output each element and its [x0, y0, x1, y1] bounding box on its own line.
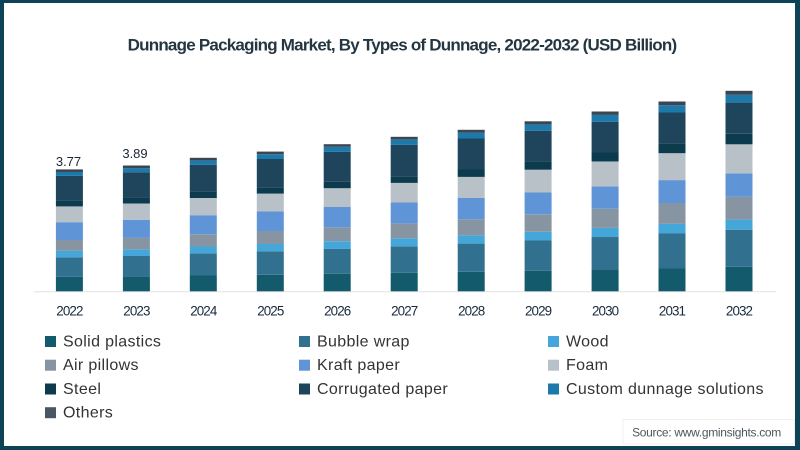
svg-text:Steel: Steel [63, 381, 101, 398]
svg-text:2022: 2022 [56, 304, 83, 319]
svg-text:2030: 2030 [592, 304, 619, 319]
svg-text:3.77: 3.77 [56, 154, 81, 169]
svg-text:Foam: Foam [566, 357, 608, 374]
svg-text:2023: 2023 [123, 304, 150, 319]
svg-text:Dunnage Packaging Market, By T: Dunnage Packaging Market, By Types of Du… [128, 36, 677, 55]
svg-text:Others: Others [63, 405, 113, 422]
svg-text:2031: 2031 [659, 304, 686, 319]
svg-text:Corrugated paper: Corrugated paper [317, 381, 448, 398]
svg-text:3.89: 3.89 [122, 146, 147, 161]
svg-text:Source: www.gminsights.com: Source: www.gminsights.com [632, 426, 781, 440]
svg-text:2025: 2025 [257, 304, 284, 319]
svg-text:Solid plastics: Solid plastics [63, 334, 161, 351]
svg-text:2027: 2027 [391, 304, 418, 319]
svg-text:Bubble wrap: Bubble wrap [317, 334, 410, 351]
svg-text:2024: 2024 [190, 304, 218, 319]
svg-text:2026: 2026 [324, 304, 351, 319]
svg-text:Wood: Wood [566, 334, 609, 351]
svg-text:2029: 2029 [525, 304, 552, 319]
svg-text:Custom dunnage solutions: Custom dunnage solutions [566, 381, 764, 398]
svg-text:2032: 2032 [726, 304, 753, 319]
svg-text:2028: 2028 [458, 304, 485, 319]
svg-text:Air pillows: Air pillows [63, 357, 139, 374]
svg-text:Kraft paper: Kraft paper [317, 357, 400, 374]
